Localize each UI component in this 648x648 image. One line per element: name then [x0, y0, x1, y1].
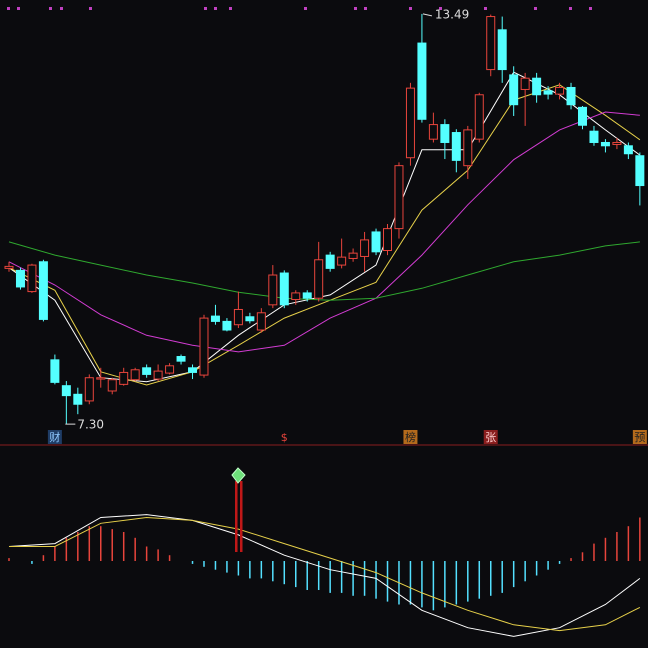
- candle-body: [268, 274, 278, 306]
- event-tag-bg: [632, 430, 647, 444]
- candle-body: [73, 393, 83, 405]
- candle-body: [61, 385, 71, 397]
- candle-body: [302, 292, 312, 299]
- indicator-line: [8, 514, 641, 637]
- candle-body: [27, 264, 37, 293]
- candle-body: [509, 74, 519, 106]
- candle-body: [623, 145, 633, 155]
- candle-body: [440, 124, 450, 143]
- candle-body: [245, 316, 255, 322]
- candle-body: [589, 130, 599, 143]
- candle-body: [291, 292, 301, 301]
- event-tag-bg: [47, 430, 62, 444]
- candle-body: [96, 377, 106, 380]
- candle-body: [210, 315, 220, 322]
- candle-body: [612, 141, 622, 145]
- candle-body: [50, 359, 60, 383]
- event-tag: $: [281, 431, 288, 444]
- event-tag-bg: [483, 430, 498, 444]
- event-tag: 榜: [405, 430, 416, 444]
- candle-body: [371, 231, 381, 253]
- candle-body: [337, 256, 347, 266]
- candle-body: [142, 367, 152, 375]
- candle-body: [543, 90, 553, 95]
- event-tag: 预: [634, 431, 645, 444]
- candle-body: [222, 320, 232, 331]
- indicator-line: [8, 241, 640, 301]
- candle-body: [497, 29, 507, 71]
- event-tag: 张: [485, 431, 496, 444]
- candle-body: [199, 317, 209, 376]
- indicator-line: [9, 516, 641, 632]
- candle-body: [130, 369, 140, 381]
- candle-body: [279, 272, 289, 306]
- candle-body: [107, 379, 117, 392]
- indicator-line: [8, 84, 641, 386]
- top-dots: [7, 7, 592, 10]
- candle-body: [348, 252, 358, 259]
- candle-body: [428, 124, 438, 140]
- signal: [231, 467, 246, 552]
- event-tag-bg: [403, 430, 418, 444]
- candle-body: [383, 228, 393, 251]
- candle-body: [360, 239, 370, 257]
- candle-body: [325, 254, 335, 269]
- candle-body: [532, 77, 542, 96]
- candle-body: [165, 365, 175, 374]
- event-tag: 财: [49, 430, 60, 444]
- candle-body: [520, 77, 530, 90]
- candle-body: [84, 377, 94, 402]
- candle-body: [486, 16, 496, 71]
- candle-body: [314, 259, 324, 299]
- candle-body: [578, 106, 587, 126]
- candle-body: [417, 42, 427, 120]
- label-arrow: [422, 13, 433, 17]
- indicator-line: [8, 111, 640, 353]
- candle-body: [405, 87, 415, 159]
- candle-body: [635, 155, 645, 187]
- candle-body: [38, 261, 48, 320]
- high-label: 13.49: [435, 7, 469, 21]
- candle-body: [451, 132, 461, 161]
- low-label: 7.30: [77, 418, 104, 432]
- candle-body: [600, 141, 610, 147]
- candle-body: [233, 308, 243, 326]
- candle-body: [15, 269, 25, 288]
- candle-body: [394, 165, 404, 230]
- indicator-line: [8, 71, 641, 383]
- candle-body: [474, 94, 484, 140]
- candle-body: [463, 129, 473, 167]
- candle-body: [119, 371, 129, 385]
- candle-body: [256, 312, 266, 331]
- candle-body: [4, 265, 14, 269]
- candle-body: [176, 356, 186, 362]
- candle-body: [566, 86, 576, 106]
- candle-body: [555, 86, 565, 95]
- candle-body: [188, 367, 198, 373]
- candle-body: [153, 370, 163, 380]
